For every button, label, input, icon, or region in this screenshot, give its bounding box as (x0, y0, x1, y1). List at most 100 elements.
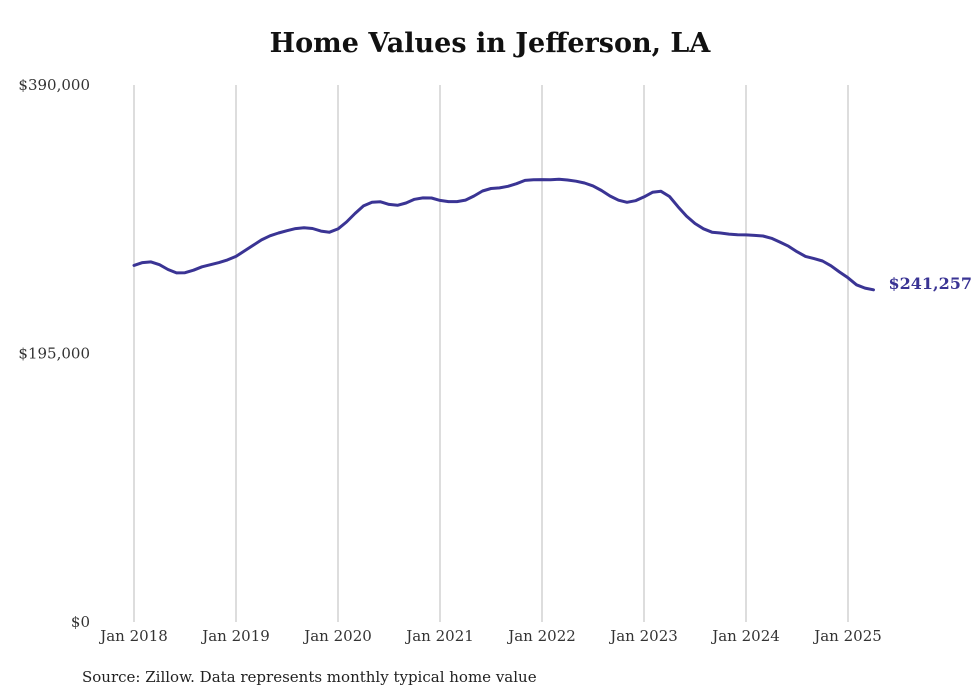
data-point (303, 227, 305, 229)
data-point (413, 198, 415, 200)
data-point (541, 178, 543, 180)
data-point (371, 201, 373, 203)
data-point (379, 201, 381, 203)
x-tick-label: Jan 2020 (302, 627, 372, 645)
data-point (294, 227, 296, 229)
data-point (473, 195, 475, 197)
data-point (872, 289, 874, 291)
data-point (167, 268, 169, 270)
data-point (201, 266, 203, 268)
data-point (269, 235, 271, 237)
y-tick-label: $390,000 (18, 76, 90, 94)
data-point (609, 195, 611, 197)
data-point (252, 244, 254, 246)
home-value-line (132, 177, 875, 292)
data-point (354, 212, 356, 214)
latest-value-label: $241,257 (889, 274, 973, 293)
data-point (311, 227, 313, 229)
data-point (447, 200, 449, 202)
data-point (320, 230, 322, 232)
data-point (396, 204, 398, 206)
data-point (141, 261, 143, 263)
data-point (728, 233, 730, 235)
data-point (753, 234, 755, 236)
x-tick-label: Jan 2021 (404, 627, 474, 645)
data-point (498, 187, 500, 189)
data-point (464, 199, 466, 201)
data-point (192, 269, 194, 271)
data-point (592, 185, 594, 187)
data-point (430, 197, 432, 199)
data-point (362, 205, 364, 207)
data-point (277, 232, 279, 234)
data-point (626, 201, 628, 203)
data-point (677, 206, 679, 208)
data-points (133, 178, 875, 291)
data-point (558, 178, 560, 180)
data-point (218, 261, 220, 263)
data-point (736, 234, 738, 236)
data-point (549, 179, 551, 181)
data-point (600, 189, 602, 191)
data-point (226, 259, 228, 261)
data-point (566, 179, 568, 181)
x-axis-ticks: Jan 2018 Jan 2019 Jan 2020 Jan 2021 Jan 2022… (98, 627, 882, 645)
data-point (150, 261, 152, 263)
data-point (260, 239, 262, 241)
data-point (328, 231, 330, 233)
data-point (660, 190, 662, 192)
data-point (830, 265, 832, 267)
data-point (804, 255, 806, 257)
data-point (770, 237, 772, 239)
y-axis-ticks: $0 $195,000 $390,000 (18, 76, 90, 631)
data-point (175, 272, 177, 274)
y-tick-label: $0 (71, 613, 90, 631)
chart-title: Home Values in Jefferson, LA (269, 28, 711, 59)
data-point (532, 179, 534, 181)
data-point (456, 200, 458, 202)
data-point (702, 228, 704, 230)
data-point (422, 197, 424, 199)
source-note: Source: Zillow. Data represents monthly … (82, 668, 537, 686)
data-point (855, 284, 857, 286)
data-point (719, 232, 721, 234)
data-point (243, 250, 245, 252)
data-point (158, 264, 160, 266)
data-point (634, 200, 636, 202)
x-tick-label: Jan 2018 (98, 627, 168, 645)
data-point (643, 196, 645, 198)
x-tick-label: Jan 2025 (812, 627, 882, 645)
data-point (787, 245, 789, 247)
data-point (796, 251, 798, 253)
data-point (575, 180, 577, 182)
data-point (668, 195, 670, 197)
data-point (685, 215, 687, 217)
data-point (694, 222, 696, 224)
data-point (337, 228, 339, 230)
data-point (524, 179, 526, 181)
data-point (779, 241, 781, 243)
data-point (481, 190, 483, 192)
data-point (813, 257, 815, 259)
data-point (847, 277, 849, 279)
data-point (507, 185, 509, 187)
data-point (209, 264, 211, 266)
data-point (133, 264, 135, 266)
data-point (651, 191, 653, 193)
data-point (821, 260, 823, 262)
x-tick-label: Jan 2023 (608, 627, 678, 645)
data-point (583, 182, 585, 184)
x-tick-label: Jan 2024 (710, 627, 780, 645)
data-point (439, 199, 441, 201)
data-point (405, 202, 407, 204)
y-tick-label: $195,000 (18, 345, 90, 363)
data-point (490, 187, 492, 189)
data-point (745, 234, 747, 236)
data-point (286, 230, 288, 232)
data-point (388, 203, 390, 205)
data-point (864, 287, 866, 289)
data-point (838, 271, 840, 273)
data-point (762, 235, 764, 237)
grid-lines (133, 85, 849, 622)
